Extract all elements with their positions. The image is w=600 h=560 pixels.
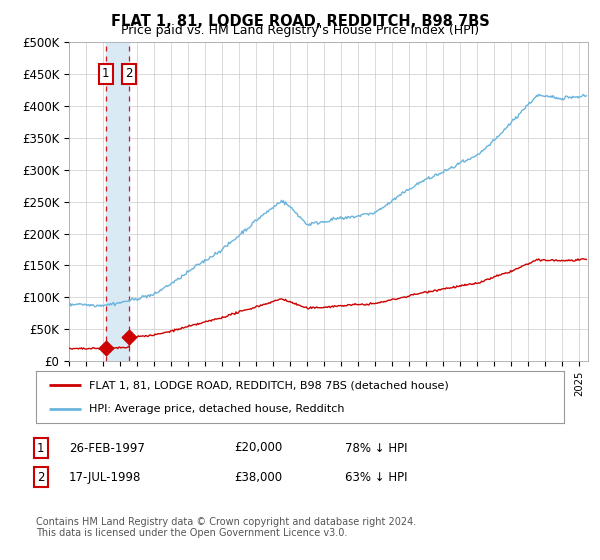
Text: 78% ↓ HPI: 78% ↓ HPI [345,441,407,455]
Text: £38,000: £38,000 [234,470,282,484]
Text: £20,000: £20,000 [234,441,282,455]
Point [101,344,110,353]
Text: 26-FEB-1997: 26-FEB-1997 [69,441,145,455]
Bar [106,42,129,361]
Text: 2: 2 [37,470,44,484]
Text: 63% ↓ HPI: 63% ↓ HPI [345,470,407,484]
Text: FLAT 1, 81, LODGE ROAD, REDDITCH, B98 7BS: FLAT 1, 81, LODGE ROAD, REDDITCH, B98 7B… [110,14,490,29]
Point [124,333,134,342]
Text: Contains HM Land Registry data © Crown copyright and database right 2024.: Contains HM Land Registry data © Crown c… [36,517,416,527]
Text: 2: 2 [125,67,133,81]
Text: 1: 1 [37,441,44,455]
Text: Price paid vs. HM Land Registry's House Price Index (HPI): Price paid vs. HM Land Registry's House … [121,24,479,37]
Text: HPI: Average price, detached house, Redditch: HPI: Average price, detached house, Redd… [89,404,344,414]
Text: FLAT 1, 81, LODGE ROAD, REDDITCH, B98 7BS (detached house): FLAT 1, 81, LODGE ROAD, REDDITCH, B98 7B… [89,380,449,390]
Text: This data is licensed under the Open Government Licence v3.0.: This data is licensed under the Open Gov… [36,528,347,538]
Text: 1: 1 [102,67,109,81]
Text: 17-JUL-1998: 17-JUL-1998 [69,470,142,484]
